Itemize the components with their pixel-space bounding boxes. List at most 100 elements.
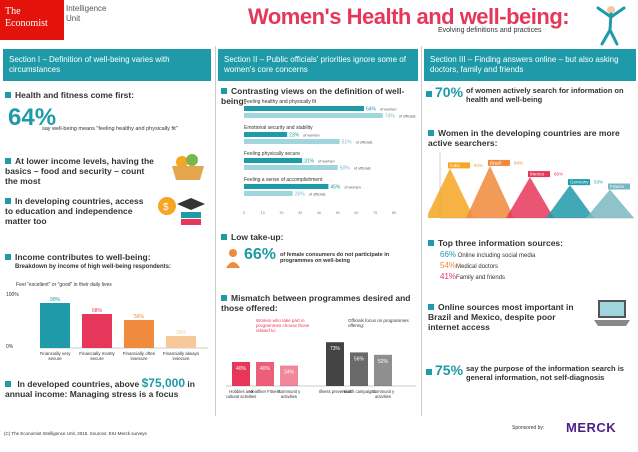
s1-cat-label: Financially very <box>40 351 71 356</box>
s1-bar <box>40 303 70 348</box>
s2-def-category: Feeling a sense of accomplishment <box>244 177 323 183</box>
s1-bar <box>166 336 196 348</box>
s1-b5-amount: $75,000 <box>141 376 186 390</box>
s1-axis-top: 100% <box>6 292 19 298</box>
s2-low-takeup: Low take-up: <box>221 232 283 242</box>
s3-src2-pct: 54% <box>440 261 457 270</box>
s1-income-basics: At lower income levels, having the basic… <box>5 156 154 186</box>
s2-mismatch-value: 40% <box>236 366 247 372</box>
s1-developing-access: In developing countries, access to educa… <box>5 196 144 226</box>
s2-def-bar <box>244 165 338 170</box>
s1-bar-value: 56% <box>134 314 145 320</box>
s2-mismatch-cat-2: cultural activities <box>226 394 256 399</box>
divider-left <box>215 46 216 416</box>
s2-def-bar-label: 45% <box>330 185 341 191</box>
unit-line1: Intelligence <box>66 4 107 13</box>
s1-64-pct: 64% <box>8 104 57 131</box>
s1-bar-value: 24% <box>176 330 187 336</box>
merck-logo: MERCK <box>566 420 617 435</box>
s3-75-value: 75% <box>435 362 464 378</box>
s3-country-value: 84% <box>514 160 523 165</box>
s2-def-category: Feeling physically secure <box>244 151 300 157</box>
s2-def-bar <box>244 191 293 196</box>
s3-country-peak <box>466 165 514 218</box>
s2-66-pct: 66% <box>244 246 277 263</box>
s3-country-tag <box>488 159 510 166</box>
s3-country-name: Germany <box>570 180 589 185</box>
s3-70-value: 70% <box>435 84 464 100</box>
s2-def-tick: 40 <box>317 211 321 215</box>
s2-def-tick: 80 <box>392 211 396 215</box>
s2-def-bar-label: 50% <box>340 166 351 172</box>
s2-def-bar <box>244 132 288 137</box>
s2-mismatch-value: 73% <box>330 346 341 352</box>
s2-def-bar <box>244 106 364 111</box>
s3-src2-label: Medical doctors <box>456 264 499 270</box>
s3-country-value: 80% <box>474 163 483 168</box>
s1-developed-bullet: In developed countries, above $75,000 in… <box>5 376 211 399</box>
s1-income-contributes: Income contributes to well-being: <box>5 252 211 262</box>
s2-def-series-name: of women <box>318 160 334 164</box>
food-basket-icon <box>168 152 208 182</box>
s2-def-bar <box>244 113 383 118</box>
svg-text:$: $ <box>163 202 169 213</box>
s3-country-tag <box>528 171 550 178</box>
laptop-icon <box>592 296 632 330</box>
s1-64-text: say well-being means "feeling healthy an… <box>42 126 178 132</box>
s3-developing-searchers: Women in the developing countries are mo… <box>428 128 628 148</box>
s2-mismatch-cat: Illness prevention <box>319 389 352 394</box>
s2-def-bar-label: 31% <box>304 159 315 165</box>
s3-country-value: 66% <box>554 172 563 177</box>
s2-def-tick: 50 <box>336 211 340 215</box>
s1-cat-label: Financially always <box>163 351 200 356</box>
s2-legend-officials: Officials focus on programmes offering: <box>348 318 409 328</box>
s2-def-bar-label: 26% <box>295 192 306 198</box>
s3-online-sources: Online sources most important in Brazil … <box>428 302 588 332</box>
s2-mismatch-cat: Hobbies and <box>229 389 253 394</box>
page-subtitle: Evolving definitions and practices <box>438 27 542 34</box>
s2-def-tick: 70 <box>373 211 377 215</box>
s3-src1-label: Online including social media <box>457 253 536 259</box>
s1-bar-value: 90% <box>50 297 61 303</box>
s2-def-series-name: of women <box>344 186 360 190</box>
s3-country-name: Brazil <box>490 160 501 165</box>
s3-country-peak <box>586 189 634 218</box>
s1-cat-label-2: secure <box>90 356 104 361</box>
s1-chart-title: Feel "excellent" or "good" in their dail… <box>16 282 112 288</box>
s2-def-series-name: of officials <box>399 115 416 119</box>
section1-heading: Section I – Definition of well-being var… <box>3 49 211 81</box>
s2-mismatch-value: 56% <box>354 356 365 362</box>
s2-mismatch-value: 40% <box>260 366 271 372</box>
s2-def-bar-label: 23% <box>289 133 300 139</box>
s1-b5-post: in annual income: Managing stress is a f… <box>5 379 195 399</box>
s1-health-bullet: Health and fitness come first: <box>5 90 211 100</box>
eiu-unit-label: Intelligence Unit <box>66 4 106 24</box>
s2-mismatch-bar <box>256 362 274 386</box>
s2-def-category: Feeling healthy and physically fit <box>244 99 317 105</box>
s2-mismatch-value: 34% <box>284 370 295 376</box>
s3-75-pct: 75% <box>426 362 463 378</box>
unit-line2: Unit <box>66 14 81 23</box>
s2-mismatch-cat: Health campaigns <box>342 389 376 394</box>
s2-mismatch-bar <box>374 354 392 386</box>
people-icon <box>224 248 242 268</box>
s2-legend-women: Women who take part in programmes choose… <box>256 318 310 333</box>
s2-mismatch-cat-2: activities <box>375 394 391 399</box>
s3-src1-pct: 66% <box>440 250 457 259</box>
s2-def-series-name: of officials <box>309 193 326 197</box>
s1-cat-label-2: insecure <box>130 356 148 361</box>
s3-country-name: Mexico <box>530 172 545 177</box>
s2-definition-bar-chart: Feeling healthy and physically fit 64% of … <box>243 99 416 215</box>
s3-source2: 54%Medical doctors <box>440 261 535 272</box>
s2-mismatch-value: 52% <box>378 359 389 365</box>
s2-def-series-name: of officials <box>354 167 371 171</box>
s2-def-bar-label: 64% <box>366 107 377 113</box>
s2-def-bar-label: 74% <box>385 114 396 120</box>
footer-copyright: (C) The Economist Intelligence Unit, 201… <box>4 431 147 436</box>
s2-def-tick: 20 <box>280 211 284 215</box>
s1-income-sub: Breakdown by income of high well-being r… <box>15 264 172 270</box>
s3-country-name: India <box>450 163 460 168</box>
graduation-cap-icon: $ <box>155 190 205 230</box>
s3-source3: 41%Family and friends <box>440 272 535 283</box>
